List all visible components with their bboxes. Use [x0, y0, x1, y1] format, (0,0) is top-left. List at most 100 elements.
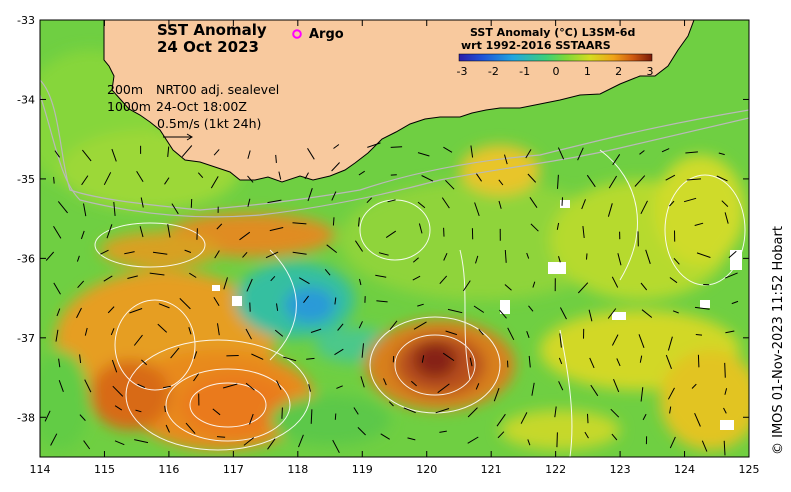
current-arrow [613, 379, 620, 393]
current-arrow [246, 278, 253, 292]
current-arrow [611, 433, 618, 441]
current-arrow [337, 323, 344, 331]
current-arrow [274, 329, 284, 337]
current-arrow [608, 175, 618, 189]
current-arrow [103, 275, 113, 282]
current-arrow [375, 274, 387, 278]
current-arrow [673, 257, 680, 265]
current-arrow [640, 387, 644, 402]
current-arrow [111, 359, 118, 373]
current-arrow [100, 249, 109, 255]
current-arrow [527, 439, 531, 446]
current-arrow [385, 230, 397, 239]
current-arrow [475, 173, 483, 182]
current-arrow [638, 334, 645, 348]
current-arrow [723, 440, 726, 456]
x-tick-label: 114 [30, 463, 51, 476]
current-arrow [724, 212, 729, 224]
current-arrow [124, 251, 135, 255]
x-tick-label: 122 [545, 463, 566, 476]
current-arrow [77, 280, 85, 289]
current-arrow [376, 300, 388, 303]
scale-arrow [163, 133, 193, 141]
current-arrow [439, 430, 447, 433]
current-arrow [298, 434, 304, 448]
current-arrow [475, 383, 480, 390]
current-arrow [530, 223, 539, 232]
current-arrow [558, 256, 561, 263]
current-arrow [467, 407, 478, 418]
current-arrow [336, 385, 343, 389]
current-arrow [665, 354, 672, 369]
current-arrow [332, 439, 340, 454]
current-arrow [84, 327, 88, 336]
current-arrow [725, 330, 735, 334]
current-arrow [589, 357, 595, 369]
current-arrow [310, 328, 322, 333]
current-arrow [639, 355, 643, 363]
current-arrow [164, 405, 166, 413]
current-arrow [249, 413, 254, 425]
current-arrow [189, 272, 197, 278]
current-arrow [731, 300, 739, 305]
current-arrow [276, 380, 282, 390]
current-arrow [640, 282, 648, 291]
current-arrow [157, 323, 168, 333]
plot-area [40, 20, 749, 457]
current-arrow [478, 328, 484, 336]
current-arrow [242, 251, 248, 258]
colorbar-title: SST Anomaly (°C) L3SM-6d [470, 26, 635, 39]
current-arrow [439, 275, 448, 285]
colorbar-subtitle: wrt 1992-2016 SSTAARS [461, 39, 611, 52]
current-arrow [247, 150, 251, 159]
current-arrow [58, 380, 64, 392]
current-arrow [661, 148, 670, 153]
current-arrow [532, 281, 536, 288]
y-tick-label: -33 [17, 14, 35, 27]
current-arrow [359, 278, 362, 286]
current-arrow [164, 177, 170, 185]
current-arrow [527, 173, 537, 183]
current-arrow [247, 198, 251, 207]
current-arrow [582, 226, 585, 239]
current-arrow [685, 151, 698, 154]
current-arrow [127, 275, 138, 279]
current-arrow [504, 284, 512, 291]
y-tick-label: -37 [17, 332, 35, 345]
current-arrow [531, 382, 535, 396]
sst-anomaly-field [40, 50, 749, 450]
current-arrow [310, 409, 313, 424]
current-arrow [57, 201, 68, 214]
current-arrow [162, 385, 171, 389]
current-arrow [179, 298, 191, 310]
colorbar-tick-label: 1 [584, 65, 591, 78]
current-arrow [577, 282, 589, 294]
colorbar-tick-label: 2 [615, 65, 622, 78]
current-arrow [441, 197, 450, 209]
current-arrow [129, 308, 143, 314]
current-arrow [44, 410, 51, 422]
current-arrow [107, 306, 115, 314]
current-arrow [212, 408, 221, 416]
current-arrow [367, 142, 381, 148]
current-arrow [586, 253, 588, 260]
current-arrow [265, 251, 279, 259]
current-arrow [496, 413, 506, 427]
current-arrow [442, 352, 455, 362]
current-arrow [407, 437, 416, 441]
current-arrow [417, 152, 430, 157]
current-arrow [84, 379, 92, 393]
contour-label-200: 200m [107, 82, 143, 97]
current-arrow [725, 272, 738, 279]
current-arrow [716, 175, 728, 182]
current-arrow [507, 327, 515, 341]
current-arrow [324, 268, 331, 276]
current-arrow [587, 413, 589, 424]
current-arrow [665, 174, 676, 181]
current-arrow [216, 223, 223, 230]
current-arrow [475, 255, 479, 264]
current-arrow [667, 336, 673, 351]
current-arrow [353, 407, 359, 415]
current-arrow [669, 406, 672, 414]
current-arrow [697, 354, 700, 368]
